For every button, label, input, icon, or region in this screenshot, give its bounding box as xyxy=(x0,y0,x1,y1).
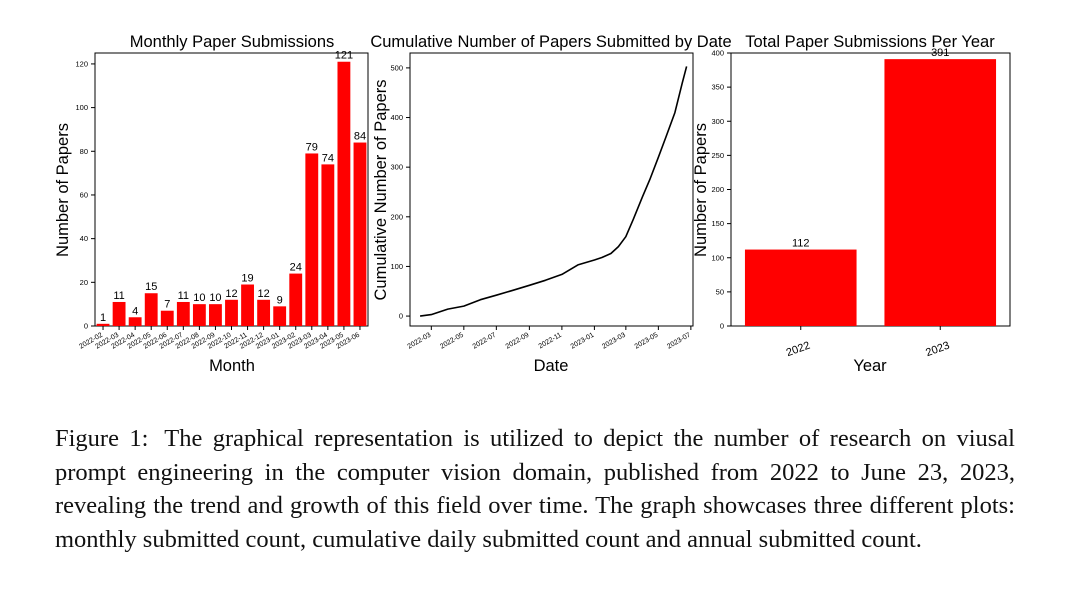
bar-value-label: 112 xyxy=(792,238,810,250)
bar xyxy=(144,293,158,326)
bar-value-label: 1 xyxy=(100,312,106,324)
x-tick-label: 2023-03 xyxy=(601,332,627,351)
y-tick-label: 80 xyxy=(80,147,88,156)
y-tick-label: 100 xyxy=(711,253,724,262)
y-tick-label: 60 xyxy=(80,190,88,199)
x-tick-label: 2023-07 xyxy=(666,332,692,351)
bar-value-label: 7 xyxy=(164,299,170,311)
y-axis-label: Number of Papers xyxy=(692,123,710,257)
chart-title: Total Paper Submissions Per Year xyxy=(745,33,995,51)
caption-label: Figure 1: xyxy=(55,425,149,452)
x-tick-label: 2022-03 xyxy=(407,332,433,351)
bar xyxy=(289,273,303,326)
bar xyxy=(257,299,271,326)
y-tick-label: 50 xyxy=(716,287,724,296)
bar-value-label: 4 xyxy=(132,305,138,317)
plot-area: 0 100 200 300 400 500 2022-03 2022-05 2022-07 202… xyxy=(390,52,694,351)
x-tick-label: 2023-05 xyxy=(634,332,660,351)
x-axis-label: Month xyxy=(209,357,255,375)
monthly-submissions-chart: Monthly Paper Submissions Number of Pape… xyxy=(54,33,369,375)
bar xyxy=(176,301,190,326)
bar xyxy=(128,317,142,326)
bar xyxy=(192,304,206,326)
chart-title: Cumulative Number of Papers Submitted by… xyxy=(370,33,731,51)
y-tick-label: 150 xyxy=(711,219,724,228)
x-tick-label: 2022 xyxy=(785,340,812,360)
y-tick-label: 0 xyxy=(720,322,724,331)
x-axis-label: Date xyxy=(534,357,569,375)
bar-value-label: 11 xyxy=(178,290,189,302)
y-tick-label: 500 xyxy=(390,63,403,72)
y-axis-label: Number of Papers xyxy=(54,123,72,257)
bar-value-label: 24 xyxy=(290,262,302,274)
cumulative-series-line xyxy=(419,66,688,317)
cumulative-submissions-chart: Cumulative Number of Papers Submitted by… xyxy=(370,33,731,375)
bar-value-label: 19 xyxy=(241,273,253,285)
y-tick-label: 200 xyxy=(711,185,724,194)
figure: Monthly Paper Submissions Number of Pape… xyxy=(54,33,1011,375)
bar xyxy=(96,323,110,326)
y-tick-label: 20 xyxy=(80,278,88,287)
bar-value-label: 84 xyxy=(354,131,366,143)
caption-text: The graphical representation is utilized… xyxy=(55,425,1015,553)
x-tick-label: 2022-05 xyxy=(439,332,465,351)
bar-value-label: 9 xyxy=(277,294,283,306)
y-tick-label: 250 xyxy=(711,151,724,160)
plot-area: 02040608010012012022-02112022-0342022-04… xyxy=(75,50,369,351)
y-tick-label: 0 xyxy=(399,312,403,321)
y-tick-label: 100 xyxy=(390,262,403,271)
bar xyxy=(112,301,126,326)
bar-value-label: 11 xyxy=(113,290,124,302)
bar xyxy=(744,249,857,326)
figure-canvas: Monthly Paper Submissions Number of Pape… xyxy=(54,33,1011,375)
bar xyxy=(209,304,222,326)
y-tick-label: 400 xyxy=(711,49,724,58)
bar xyxy=(273,306,287,326)
bar-value-label: 10 xyxy=(193,292,205,304)
bar xyxy=(241,284,254,326)
y-axis-label: Cumulative Number of Papers xyxy=(372,79,390,300)
bar xyxy=(305,153,319,326)
bar xyxy=(321,164,335,326)
bar-value-label: 10 xyxy=(209,292,221,304)
axes-frame xyxy=(409,52,694,327)
plot-area: 0 50 100 150 200 250 300 350 400 112 2022 391 2023 xyxy=(711,47,1011,360)
bar-value-label: 391 xyxy=(931,47,949,59)
bar-value-label: 79 xyxy=(306,141,318,153)
x-tick-label: 2023 xyxy=(924,340,951,360)
y-tick-label: 400 xyxy=(390,113,403,122)
x-tick-label: 2022-11 xyxy=(538,332,563,351)
yearly-submissions-chart: Total Paper Submissions Per Year Number … xyxy=(692,33,1011,375)
y-tick-label: 120 xyxy=(75,59,88,68)
bar xyxy=(160,310,174,326)
bar-value-label: 15 xyxy=(145,281,157,293)
bar-value-label: 121 xyxy=(335,50,353,62)
x-tick-label: 2022-07 xyxy=(472,332,498,351)
chart-title: Monthly Paper Submissions xyxy=(130,33,335,51)
bar-value-label: 74 xyxy=(322,152,334,164)
y-tick-label: 300 xyxy=(711,117,724,126)
x-tick-label: 2023-01 xyxy=(570,332,596,351)
x-axis-label: Year xyxy=(853,357,887,375)
bar-value-label: 12 xyxy=(225,288,237,300)
bar-value-label: 12 xyxy=(257,288,269,300)
y-tick-label: 40 xyxy=(80,234,88,243)
y-tick-label: 100 xyxy=(75,103,88,112)
bar xyxy=(884,59,997,327)
y-tick-label: 300 xyxy=(390,163,403,172)
bar xyxy=(353,142,367,326)
figure-caption: Figure 1: The graphical representation i… xyxy=(55,422,1015,556)
x-tick-label: 2022-09 xyxy=(505,332,531,351)
bar xyxy=(337,61,351,327)
y-tick-label: 0 xyxy=(84,322,88,331)
y-tick-label: 200 xyxy=(390,212,403,221)
bar xyxy=(225,299,238,326)
y-tick-label: 350 xyxy=(711,83,724,92)
